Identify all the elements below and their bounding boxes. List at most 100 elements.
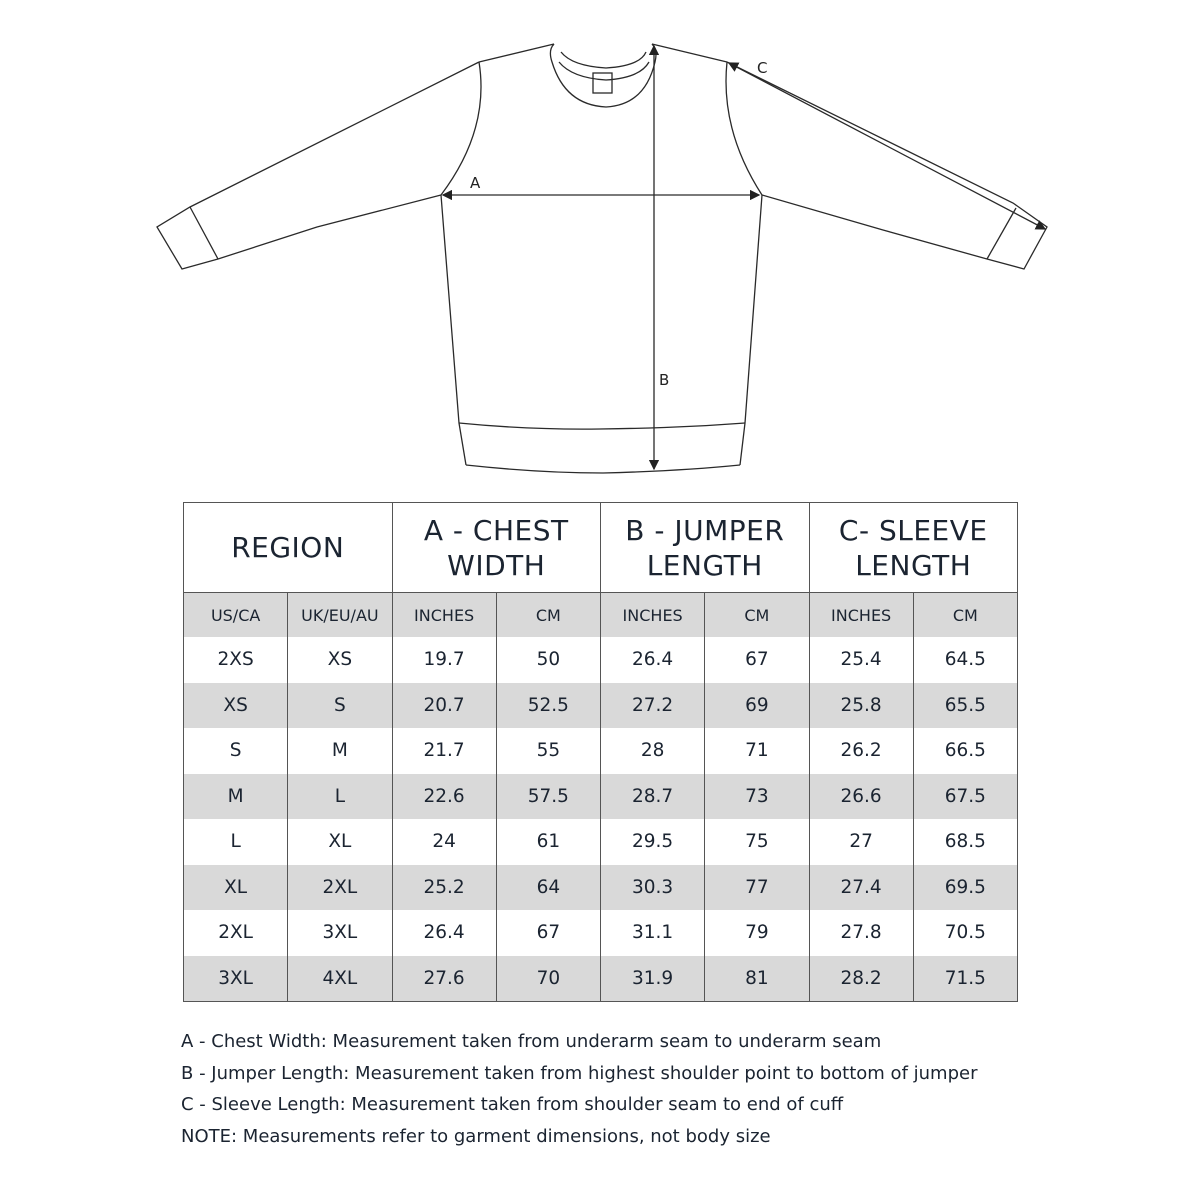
table-cell: 71 [704,728,810,774]
table-cell: 26.4 [391,910,497,956]
header-jumper-length: B - JUMPER LENGTH [600,502,810,593]
table-cell: 64.5 [912,637,1019,683]
table-cell: XL [287,819,393,865]
table-cell: 67.5 [912,773,1019,819]
header-chest-width: A - CHEST WIDTH [391,502,601,593]
table-cell: 27.2 [599,682,706,728]
table-cell: 64 [495,864,602,910]
table-cell: 28.7 [599,773,706,819]
table-cell: 66.5 [912,728,1019,774]
subheader-cell: CM [495,592,602,637]
table-cell: 3XL [287,910,393,956]
table-cell: 31.9 [599,955,706,1002]
table-cell: 30.3 [599,864,706,910]
table-row: XL 2XL 25.2 64 30.3 77 27.4 69.5 [182,864,1019,910]
table-cell: L [287,773,393,819]
table-cell: 2XL [182,910,289,956]
table-row: M L 22.6 57.5 28.7 73 26.6 67.5 [182,773,1019,819]
subheader-row: US/CA UK/EU/AU INCHES CM INCHES CM INCHES CM [182,592,1019,637]
table-cell: 65.5 [912,682,1019,728]
label-c: C [757,59,767,77]
table-cell: 77 [704,864,810,910]
table-cell: 24 [391,819,497,865]
table-cell: 67 [495,910,602,956]
label-a: A [470,174,481,192]
note-garment: NOTE: Measurements refer to garment dime… [181,1126,771,1148]
table-cell: 55 [495,728,602,774]
note-jumper: B - Jumper Length: Measurement taken fro… [181,1062,978,1084]
table-row: 3XL 4XL 27.6 70 31.9 81 28.2 71.5 [182,955,1019,1002]
table-cell: 50 [495,637,602,683]
table-cell: 2XL [287,864,393,910]
table-cell: 25.2 [391,864,497,910]
table-cell: M [287,728,393,774]
table-cell: 69 [704,682,810,728]
subheader-cell: CM [912,592,1019,637]
table-cell: 25.4 [808,637,914,683]
table-cell: 21.7 [391,728,497,774]
size-chart-table: REGION A - CHEST WIDTH B - JUMPER LENGTH… [182,502,1019,1002]
subheader-cell: US/CA [182,592,289,637]
note-chest: A - Chest Width: Measurement taken from … [181,1031,882,1052]
subheader-cell: INCHES [391,592,497,637]
header-row: REGION A - CHEST WIDTH B - JUMPER LENGTH… [183,502,1018,593]
neck-label-tag [592,72,613,94]
table-cell: XS [182,682,289,728]
table-cell: 22.6 [391,773,497,819]
sweater-diagram: A B C [156,43,1048,474]
table-cell: 19.7 [391,637,497,683]
table-cell: 61 [495,819,602,865]
table-cell: XS [287,637,393,683]
table-cell: 26.2 [808,728,914,774]
header-sleeve-length-text: C- SLEEVE LENGTH [838,513,988,582]
table-cell: 27.6 [391,955,497,1002]
header-sleeve-length: C- SLEEVE LENGTH [808,502,1018,593]
table-cell: 69.5 [912,864,1019,910]
table-cell: 20.7 [391,682,497,728]
table-cell: 31.1 [599,910,706,956]
table-cell: 29.5 [599,819,706,865]
table-cell: 26.6 [808,773,914,819]
table-cell: 28 [599,728,706,774]
sweater-outline [156,43,1048,474]
table-cell: 2XS [182,637,289,683]
table-cell: 79 [704,910,810,956]
table-cell: 25.8 [808,682,914,728]
table-cell: M [182,773,289,819]
table-cell: 57.5 [495,773,602,819]
table-cell: S [182,728,289,774]
header-chest-width-text: A - CHEST WIDTH [423,513,569,582]
table-cell: 27.8 [808,910,914,956]
sleeve-length-arrow [727,62,1047,230]
note-sleeve: C - Sleeve Length: Measurement taken fro… [181,1094,844,1116]
table-cell: XL [182,864,289,910]
table-cell: 27 [808,819,914,865]
table-row: 2XL 3XL 26.4 67 31.1 79 27.8 70.5 [182,910,1019,956]
table-row: XS S 20.7 52.5 27.2 69 25.8 65.5 [182,682,1019,728]
header-region: REGION [183,502,393,593]
table-cell: 70 [495,955,602,1002]
header-jumper-length-text: B - JUMPER LENGTH [625,513,785,582]
table-cell: 28.2 [808,955,914,1002]
measurement-notes: A - Chest Width: Measurement taken from … [181,1026,977,1153]
table-cell: S [287,682,393,728]
table-cell: 3XL [182,955,289,1002]
table-cell: 4XL [287,955,393,1002]
table-cell: 81 [704,955,810,1002]
table-cell: 52.5 [495,682,602,728]
table-cell: 27.4 [808,864,914,910]
subheader-cell: INCHES [808,592,914,637]
table-cell: 75 [704,819,810,865]
subheader-cell: CM [704,592,810,637]
table-cell: 70.5 [912,910,1019,956]
table-cell: 68.5 [912,819,1019,865]
table-cell: 67 [704,637,810,683]
table-row: S M 21.7 55 28 71 26.2 66.5 [182,728,1019,774]
table-cell: 73 [704,773,810,819]
table-cell: 71.5 [912,955,1019,1002]
table-cell: L [182,819,289,865]
table-row: L XL 24 61 29.5 75 27 68.5 [182,819,1019,865]
subheader-cell: INCHES [599,592,706,637]
subheader-cell: UK/EU/AU [287,592,393,637]
table-row: 2XS XS 19.7 50 26.4 67 25.4 64.5 [182,637,1019,683]
